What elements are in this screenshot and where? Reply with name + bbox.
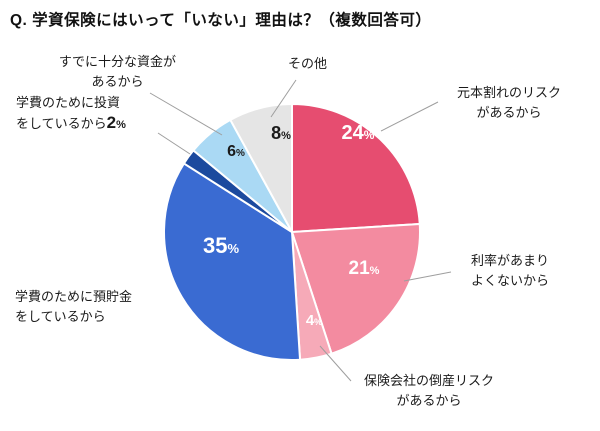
label-investing: 学費のために投資 をしているから2% <box>16 93 196 135</box>
label-sufficient-funds: すでに十分な資金が あるから <box>35 52 200 92</box>
pie-slice-0 <box>291 103 421 233</box>
pie-percent-label-1: 21% <box>349 258 380 279</box>
label-line: その他 <box>288 56 328 71</box>
label-line: をしているから <box>15 309 106 324</box>
leader-line-3 <box>403 271 452 282</box>
label-line: をしているから2% <box>16 113 126 132</box>
pie-slice-3 <box>163 162 302 361</box>
label-other: その他 <box>288 54 327 74</box>
leader-line-5 <box>157 132 191 155</box>
label-line: があるから <box>396 393 462 408</box>
label-line: 学費のために投資 <box>16 95 121 110</box>
pie-percent-label-0: 24% <box>342 122 375 144</box>
label-line: があるから <box>476 105 542 120</box>
percent-label-investing: 2% <box>106 113 126 132</box>
leader-line-0 <box>149 92 223 136</box>
leader-line-4 <box>319 345 352 382</box>
leader-line-1 <box>270 79 297 118</box>
label-savings: 学費のために預貯金 をしているから <box>15 287 185 327</box>
label-principal-loss-risk: 元本割れのリスク があるから <box>438 83 580 123</box>
label-line: あるから <box>91 74 144 89</box>
label-line: すでに十分な資金が <box>58 54 177 69</box>
pie-percent-label-2: 4% <box>306 312 322 329</box>
chart-title: Q. 学資保険にはいって「いない」理由は？（複数回答可） <box>10 12 432 29</box>
label-low-interest: 利率があまり よくないから <box>450 251 570 291</box>
label-line: よくないから <box>470 273 549 288</box>
label-line: 元本割れのリスク <box>456 85 561 100</box>
pie-percent-label-5: 6% <box>227 143 245 160</box>
pie-percent-label-6: 8% <box>271 123 291 143</box>
pie-slice-6 <box>229 103 293 233</box>
pie-percent-label-3: 35% <box>203 233 239 258</box>
label-bankruptcy-risk: 保険会社の倒産リスク があるから <box>340 371 518 411</box>
label-line: 保険会社の倒産リスク <box>363 373 494 388</box>
pie-slice-1 <box>291 222 421 355</box>
label-line: 利率があまり <box>470 253 549 268</box>
label-line: 学費のために預貯金 <box>15 289 133 304</box>
leader-line-2 <box>380 101 439 132</box>
